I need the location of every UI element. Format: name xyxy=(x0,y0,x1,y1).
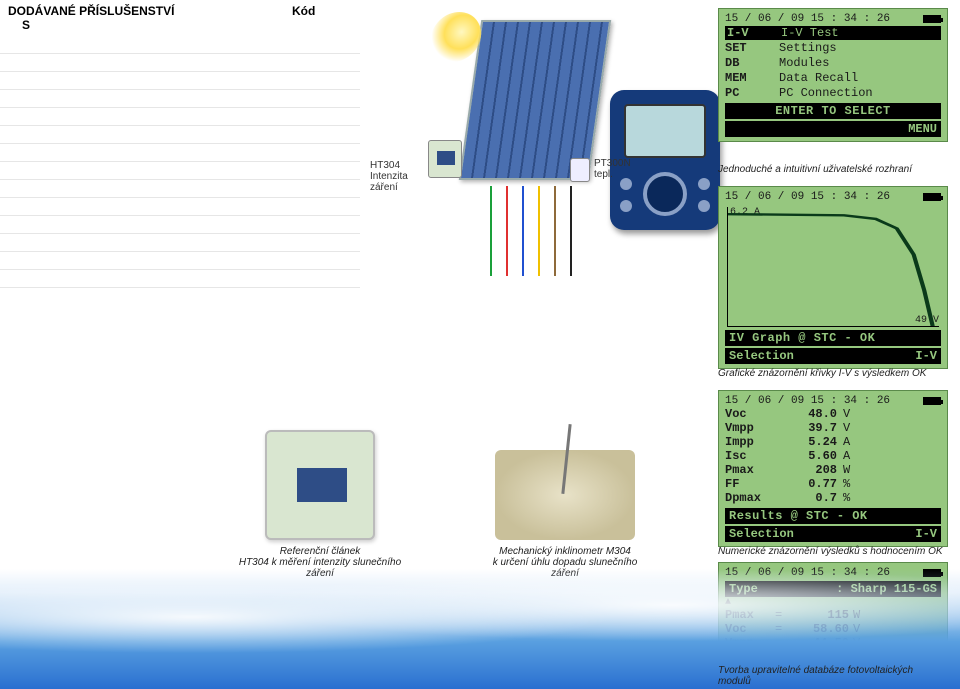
table-row xyxy=(0,90,360,108)
wire xyxy=(554,186,556,276)
menu-item: MEMData Recall xyxy=(725,71,941,85)
battery-icon xyxy=(923,15,941,23)
reference-inclinometer: Mechanický inklinometr M304 k určení úhl… xyxy=(460,450,670,579)
table-row xyxy=(0,36,360,54)
table-row xyxy=(0,144,360,162)
selection-label: Selection xyxy=(729,349,794,363)
selection-value: I-V xyxy=(915,527,937,541)
lcd-graph-caption: Grafické znázornění křivky I-V s výsledk… xyxy=(718,368,948,379)
result-row: Voc48.0V xyxy=(725,407,941,421)
lcd-menu-timestamp: 15 / 06 / 09 15 : 34 : 26 xyxy=(725,13,890,25)
battery-icon xyxy=(923,397,941,405)
table-row xyxy=(0,108,360,126)
table-row xyxy=(0,216,360,234)
table-row xyxy=(0,270,360,288)
result-row: Vmpp39.7V xyxy=(725,421,941,435)
accessories-header: DODÁVANÉ PŘÍSLUŠENSTVÍ S Kód xyxy=(0,0,360,36)
table-row xyxy=(0,126,360,144)
result-row: Pmax208W xyxy=(725,463,941,477)
pt300-sensor-graphic xyxy=(570,158,590,182)
wire xyxy=(490,186,492,276)
accessories-subtitle: S xyxy=(8,18,292,32)
wiring-diagram: HT304 Intenzita záření PT300N tepl. xyxy=(370,10,720,240)
result-row: Dpmax0.7% xyxy=(725,491,941,505)
table-row xyxy=(0,198,360,216)
pt300-label: PT300N tepl. xyxy=(594,158,631,180)
table-row xyxy=(0,234,360,252)
selection-label: Selection xyxy=(729,527,794,541)
pv-panel-graphic xyxy=(459,20,611,180)
menu-item: DBModules xyxy=(725,56,941,70)
results-status-bar: Results @ STC - OK xyxy=(725,508,941,524)
table-row xyxy=(0,252,360,270)
lcd-menu: 15 / 06 / 09 15 : 34 : 26 I-VI-V TestSET… xyxy=(718,8,948,142)
iv-curve-plot: 6.2 A 49 V xyxy=(727,207,939,327)
menu-item: PCPC Connection xyxy=(725,86,941,100)
table-row xyxy=(0,72,360,90)
table-row xyxy=(0,54,360,72)
result-row: Isc5.60A xyxy=(725,449,941,463)
wire xyxy=(538,186,540,276)
code-heading: Kód xyxy=(292,4,352,32)
lcd-menu-caption: Jednoduché a intuitivní uživatelské rozh… xyxy=(718,164,948,175)
reference-ht304: Referenční článek HT304 k měření intenzi… xyxy=(220,430,420,579)
enter-to-select-bar: ENTER TO SELECT xyxy=(725,103,941,119)
ht304-reference-image xyxy=(265,430,375,540)
selection-value: I-V xyxy=(915,349,937,363)
lcd-results-timestamp: 15 / 06 / 09 15 : 34 : 26 xyxy=(725,395,890,407)
table-row xyxy=(0,180,360,198)
ht304-label: HT304 Intenzita záření xyxy=(370,160,408,193)
lcd-results: 15 / 06 / 09 15 : 34 : 26 Voc48.0VVmpp39… xyxy=(718,390,948,547)
result-row: Impp5.24A xyxy=(725,435,941,449)
menu-label: MENU xyxy=(908,122,937,136)
menu-item: I-VI-V Test xyxy=(725,26,941,40)
result-row: FF0.77% xyxy=(725,477,941,491)
wire xyxy=(570,186,572,276)
table-row xyxy=(0,162,360,180)
ht304-sensor-graphic xyxy=(428,140,462,178)
lcd-graph-timestamp: 15 / 06 / 09 15 : 34 : 26 xyxy=(725,191,890,203)
iv-graph-status-bar: IV Graph @ STC - OK xyxy=(725,330,941,346)
battery-icon xyxy=(923,193,941,201)
accessories-table: DODÁVANÉ PŘÍSLUŠENSTVÍ S Kód xyxy=(0,0,360,288)
accessories-title: DODÁVANÉ PŘÍSLUŠENSTVÍ xyxy=(8,4,292,18)
menu-item: SETSettings xyxy=(725,41,941,55)
lcd-iv-graph: 15 / 06 / 09 15 : 34 : 26 6.2 A 49 V IV … xyxy=(718,186,948,369)
lcd-db-caption: Tvorba upravitelné databáze fotovoltaick… xyxy=(718,665,948,687)
inclinometer-reference-image xyxy=(495,450,635,540)
lcd-results-caption: Numerické znázornění výsledků s hodnocen… xyxy=(718,546,948,557)
wire xyxy=(506,186,508,276)
wire xyxy=(522,186,524,276)
